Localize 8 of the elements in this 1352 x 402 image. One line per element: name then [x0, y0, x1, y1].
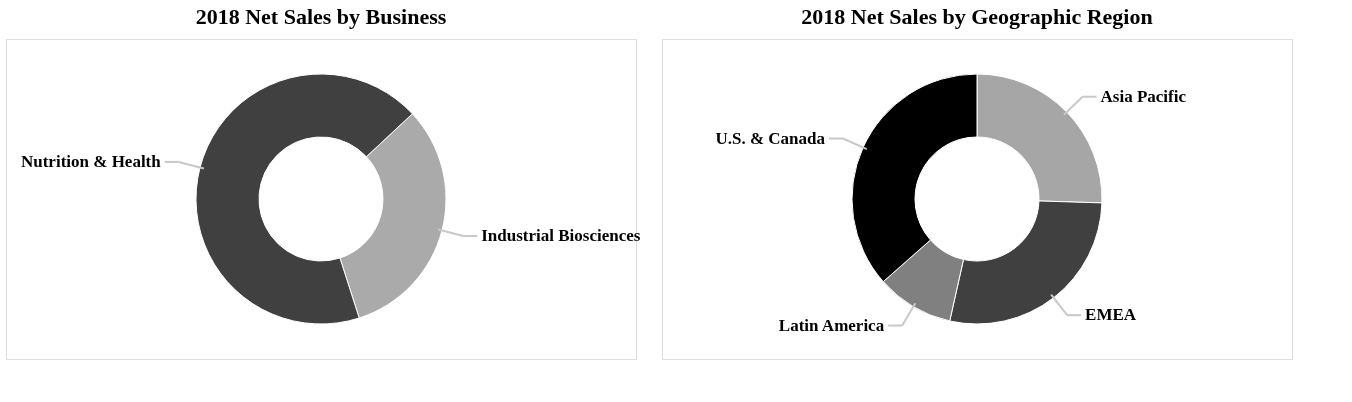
- slice-label: Asia Pacific: [1100, 86, 1187, 106]
- slice-label: EMEA: [1085, 305, 1137, 325]
- slice-label: Nutrition & Health: [20, 151, 162, 171]
- chart-title: 2018 Net Sales by Business: [195, 4, 447, 29]
- chart-title: 2018 Net Sales by Geographic Region: [801, 4, 1153, 29]
- slice-label: U.S. & Canada: [715, 128, 826, 148]
- slice-label: Latin America: [778, 315, 885, 335]
- slice-label: Industrial Biosciences: [481, 226, 641, 246]
